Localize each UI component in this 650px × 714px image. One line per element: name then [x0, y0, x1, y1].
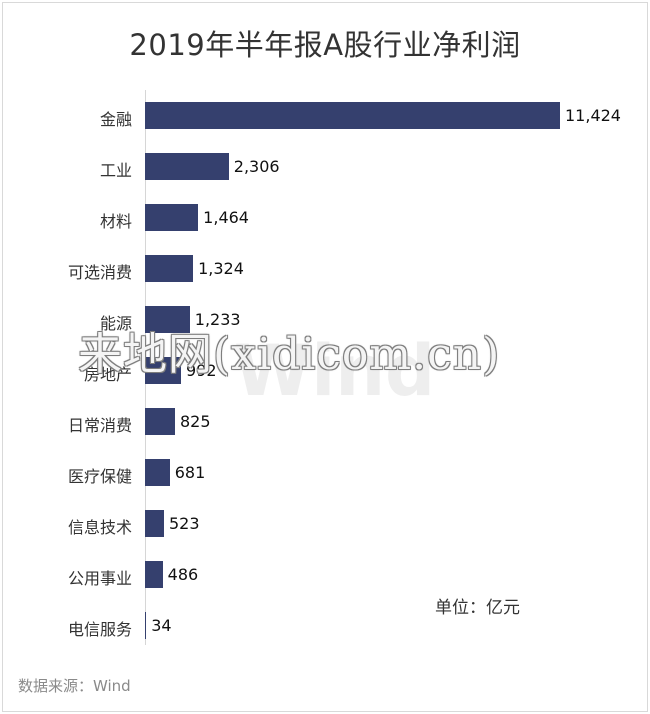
value-label: 486 [167, 565, 199, 584]
value-label: 34 [151, 616, 172, 635]
chart-title: 2019年半年报A股行业净利润 [129, 28, 521, 62]
category-label: 电信服务 [67, 620, 132, 639]
unit-label: 单位：亿元 [435, 598, 520, 618]
bar [145, 612, 147, 639]
category-label: 公用事业 [67, 569, 132, 588]
bar [145, 102, 560, 129]
value-label: 2,306 [233, 157, 280, 176]
category-label: 信息技术 [67, 518, 132, 537]
category-label: 房地产 [83, 365, 132, 384]
category-label: 金融 [99, 110, 132, 129]
bar [145, 408, 175, 435]
category-label: 工业 [99, 161, 132, 180]
bar [145, 306, 190, 333]
value-label: 825 [179, 412, 211, 431]
site-watermark: 来地网(xidicom.cn) [78, 329, 501, 380]
data-source-note: 数据来源：Wind [18, 677, 131, 695]
value-label: 992 [186, 361, 217, 380]
category-label: 可选消费 [67, 263, 132, 282]
wind-logo-watermark: Wind [234, 330, 436, 412]
category-label: 能源 [99, 314, 132, 333]
category-label: 医疗保健 [67, 467, 132, 486]
bar [145, 459, 170, 486]
bar [145, 510, 164, 537]
bar [145, 357, 182, 384]
value-label: 1,464 [203, 208, 249, 227]
value-label: 1,324 [198, 259, 244, 278]
value-label: 523 [168, 514, 200, 533]
bar [145, 255, 194, 282]
bar [145, 204, 199, 231]
category-label: 日常消费 [67, 416, 132, 435]
bar [145, 561, 163, 588]
bar [145, 153, 229, 180]
category-label: 材料 [99, 212, 132, 231]
value-label: 11,424 [565, 106, 621, 125]
value-label: 1,233 [194, 310, 241, 329]
value-label: 681 [174, 463, 206, 482]
